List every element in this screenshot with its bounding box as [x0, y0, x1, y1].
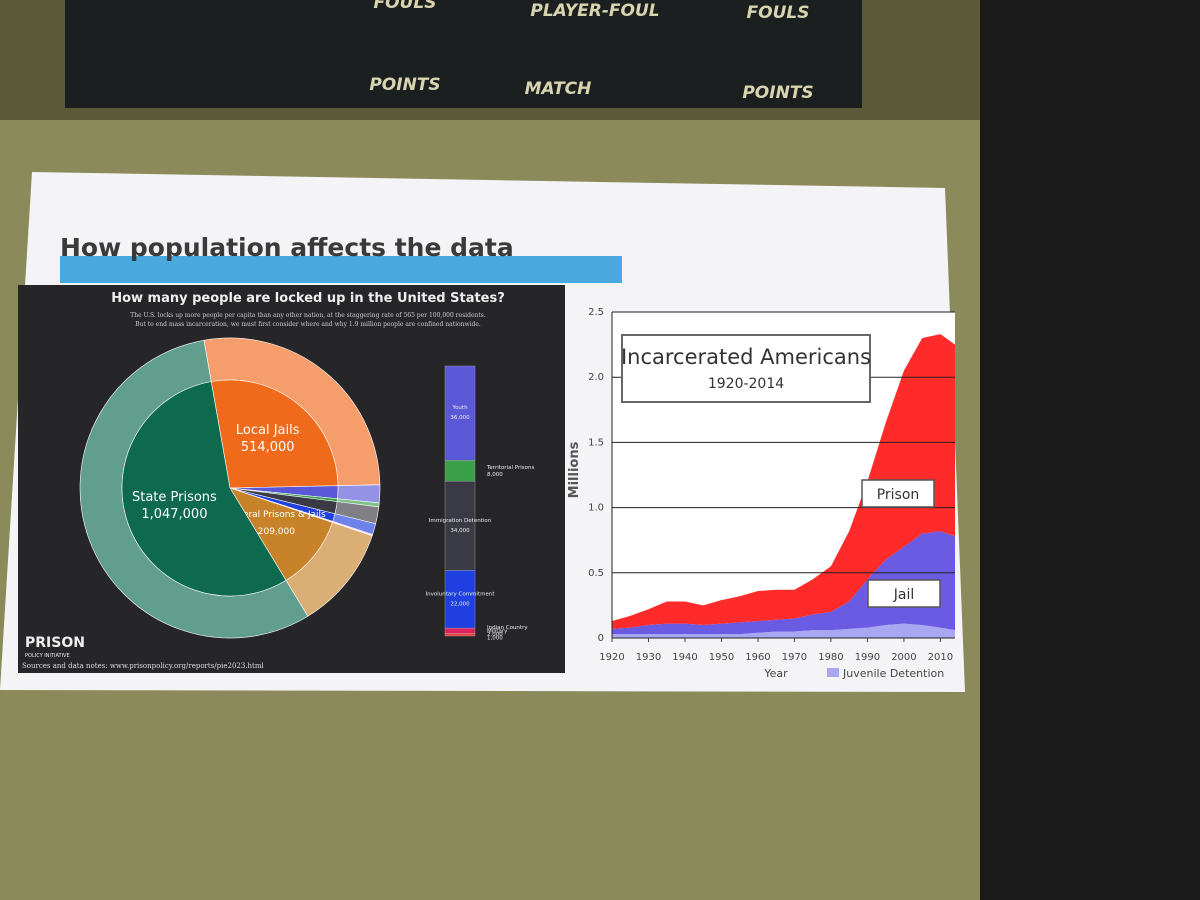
- x-tick-label: 2000: [891, 652, 916, 663]
- bar-segment: [444, 365, 476, 461]
- scoreboard-label: MATCH: [525, 79, 592, 99]
- chart-title: Incarcerated Americans: [621, 345, 871, 369]
- y-tick-label: 2.5: [588, 307, 604, 318]
- x-tick-label: 1970: [782, 652, 807, 663]
- scoreboard-label: PLAYER-FOUL: [530, 1, 659, 21]
- chart-subtitle: 1920-2014: [708, 376, 784, 392]
- x-tick-label: 1920: [599, 652, 624, 663]
- scoreboard-label: FOULS: [374, 0, 437, 13]
- x-tick-label: 1940: [672, 652, 697, 663]
- area: [612, 623, 955, 638]
- series-label-box: [861, 479, 935, 508]
- bar-segment: [444, 481, 476, 571]
- pie-wedge: [121, 381, 287, 597]
- scoreboard-label: POINTS: [369, 75, 440, 95]
- bar-segment: [444, 633, 476, 637]
- infographic-title: How many people are locked up in the Uni…: [111, 291, 505, 306]
- wedge-value: 209,000: [258, 527, 295, 537]
- bar-value: 22,000: [450, 601, 470, 607]
- source-note: Sources and data notes: www.prisonpolicy…: [22, 662, 265, 670]
- wedge-label: Local Jails: [236, 423, 300, 438]
- scoreboard-label: FOULS: [747, 3, 810, 23]
- infographic-subtitle: The U.S. locks up more people per capita…: [130, 312, 486, 319]
- bar-segment: [444, 460, 476, 482]
- wedge-label: State Prisons: [132, 490, 217, 505]
- y-tick-label: 2.0: [588, 372, 604, 383]
- logo: POLICY INITIATIVE: [25, 653, 70, 659]
- wedge-value: 1,047,000: [141, 507, 207, 522]
- x-tick-label: 1980: [818, 652, 843, 663]
- bar-label: Indian Country: [487, 625, 528, 631]
- infographic: How many people are locked up in the Uni…: [18, 285, 565, 673]
- area-chart: Millions Year 0 0.5 1.0 1.5 2.0 2.5 1920 1930 19…: [567, 307, 955, 680]
- bar-value: 8,000: [487, 472, 503, 478]
- scoreboard-label: POINTS: [742, 83, 813, 103]
- x-tick-label: 2010: [928, 652, 953, 663]
- logo: PRISON: [25, 635, 85, 651]
- pie-wedge: [210, 379, 339, 489]
- bar-label: Territorial Prisons: [486, 465, 534, 471]
- series-label: Jail: [893, 587, 915, 603]
- area: [612, 531, 955, 635]
- bar-label: Youth: [451, 405, 468, 411]
- bar-value: 2,000: [487, 632, 503, 638]
- infographic-subtitle: But to end mass incarceration, we must f…: [135, 321, 481, 328]
- wedge-label: Federal Prisons & Jails: [227, 510, 326, 520]
- legend-swatch: [827, 668, 839, 677]
- y-tick-label: 1.0: [588, 503, 604, 514]
- y-tick-label: 0.5: [588, 568, 604, 579]
- bar-value: 1,000: [487, 636, 503, 642]
- dark-side: [980, 0, 1200, 900]
- bar-value: 36,000: [450, 415, 470, 421]
- y-tick-label: 1.5: [588, 437, 604, 448]
- bar-label: Immigration Detention: [429, 518, 492, 524]
- series-label: Prison: [877, 487, 920, 503]
- x-tick-label: 1950: [709, 652, 734, 663]
- y-axis-label: Millions: [567, 441, 582, 498]
- legend-label: Juvenile Detention: [842, 667, 944, 680]
- bar-segment: [444, 570, 476, 629]
- bar-label: Military: [487, 629, 508, 635]
- scoreboard: [65, 0, 862, 108]
- bar-label: Involuntary Commitment: [425, 591, 495, 597]
- x-tick-label: 1990: [855, 652, 880, 663]
- y-tick-label: 0: [598, 633, 604, 644]
- x-tick-label: 1960: [745, 652, 770, 663]
- series-label-box: [867, 579, 941, 608]
- x-axis-label: Year: [763, 667, 788, 680]
- slide-title: How population affects the data: [60, 233, 514, 262]
- x-tick-label: 1930: [636, 652, 661, 663]
- bar-segment: [444, 627, 476, 634]
- bar-value: 34,000: [450, 528, 470, 534]
- title-underline: [60, 256, 622, 283]
- area: [612, 334, 955, 629]
- wedge-value: 514,000: [241, 440, 295, 455]
- title-box: [621, 334, 871, 403]
- pie-wedge: [229, 487, 333, 581]
